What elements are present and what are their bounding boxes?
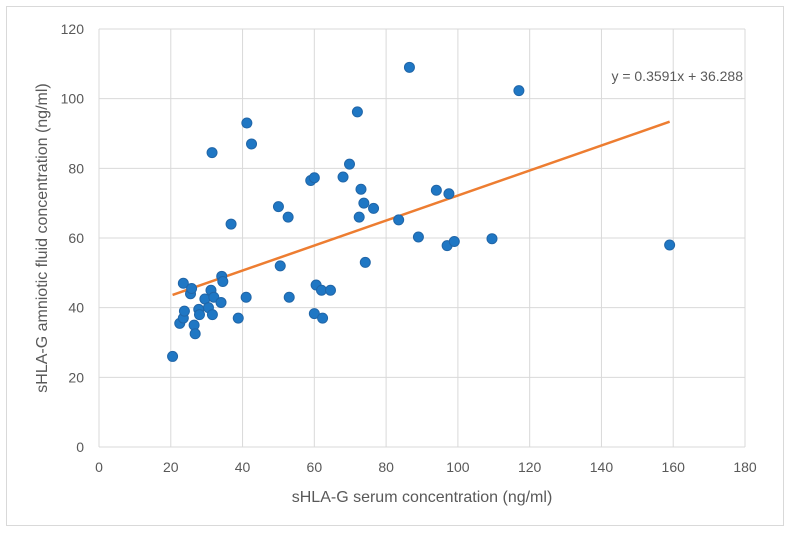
y-tick-label: 20 bbox=[68, 369, 84, 385]
x-tick-label: 0 bbox=[95, 459, 103, 475]
x-tick-label: 180 bbox=[733, 459, 757, 475]
data-point bbox=[167, 350, 179, 362]
data-point bbox=[353, 211, 365, 223]
data-point bbox=[282, 211, 294, 223]
data-point bbox=[232, 312, 244, 324]
data-point bbox=[430, 184, 442, 196]
x-tick-label: 40 bbox=[235, 459, 251, 475]
data-point bbox=[272, 201, 284, 213]
y-tick-label: 40 bbox=[68, 300, 84, 316]
data-point bbox=[412, 231, 424, 243]
data-point bbox=[193, 309, 205, 321]
data-point bbox=[344, 158, 356, 170]
y-tick-labels: 0 20 40 60 80 100 120 bbox=[61, 21, 85, 455]
data-point bbox=[283, 291, 295, 303]
y-tick-label: 80 bbox=[68, 160, 84, 176]
data-point bbox=[664, 239, 676, 251]
data-point bbox=[274, 260, 286, 272]
data-point bbox=[206, 309, 218, 321]
y-tick-label: 100 bbox=[61, 91, 85, 107]
x-axis-title: sHLA-G serum concentration (ng/ml) bbox=[292, 489, 553, 506]
x-tick-label: 100 bbox=[446, 459, 470, 475]
data-points bbox=[167, 61, 676, 362]
trendline-group bbox=[172, 120, 671, 297]
data-point bbox=[240, 291, 252, 303]
data-point bbox=[324, 284, 336, 296]
x-tick-label: 60 bbox=[307, 459, 323, 475]
data-point bbox=[513, 85, 525, 97]
y-tick-label: 60 bbox=[68, 230, 84, 246]
data-point bbox=[443, 188, 455, 200]
data-point bbox=[393, 214, 405, 226]
trendline-equation: y = 0.3591x + 36.288 bbox=[611, 68, 743, 84]
data-point bbox=[178, 305, 190, 317]
data-point bbox=[351, 106, 363, 118]
data-point bbox=[368, 202, 380, 214]
data-point bbox=[186, 283, 198, 295]
x-tick-labels: 0 20 40 60 80 100 120 140 160 180 bbox=[95, 459, 757, 475]
data-point bbox=[241, 117, 253, 129]
trendline bbox=[172, 120, 671, 297]
data-point bbox=[308, 172, 320, 184]
data-point bbox=[317, 312, 329, 324]
y-tick-label: 120 bbox=[61, 21, 85, 37]
data-point bbox=[355, 183, 367, 195]
data-point bbox=[403, 61, 415, 73]
y-axis-title: sHLA-G amniotic fluid concentration (ng/… bbox=[34, 83, 51, 392]
chart-frame: 0 20 40 60 80 100 120 140 160 180 0 20 40 60 80 100 120… bbox=[6, 6, 784, 526]
data-point bbox=[217, 276, 229, 288]
x-tick-label: 80 bbox=[378, 459, 394, 475]
data-point bbox=[448, 235, 460, 247]
data-point bbox=[225, 218, 237, 230]
x-tick-label: 120 bbox=[518, 459, 542, 475]
data-point bbox=[359, 256, 371, 268]
data-point bbox=[358, 197, 370, 209]
x-tick-label: 160 bbox=[662, 459, 686, 475]
data-point bbox=[206, 147, 218, 159]
data-point bbox=[246, 138, 258, 150]
data-point bbox=[177, 277, 189, 289]
x-tick-label: 20 bbox=[163, 459, 179, 475]
y-tick-label: 0 bbox=[76, 439, 84, 455]
data-point bbox=[189, 328, 201, 340]
data-point bbox=[486, 233, 498, 245]
data-point bbox=[337, 171, 349, 183]
scatter-chart: 0 20 40 60 80 100 120 140 160 180 0 20 40 60 80 100 120… bbox=[34, 21, 757, 506]
data-point bbox=[215, 296, 227, 308]
data-point bbox=[308, 308, 320, 320]
x-tick-label: 140 bbox=[590, 459, 614, 475]
